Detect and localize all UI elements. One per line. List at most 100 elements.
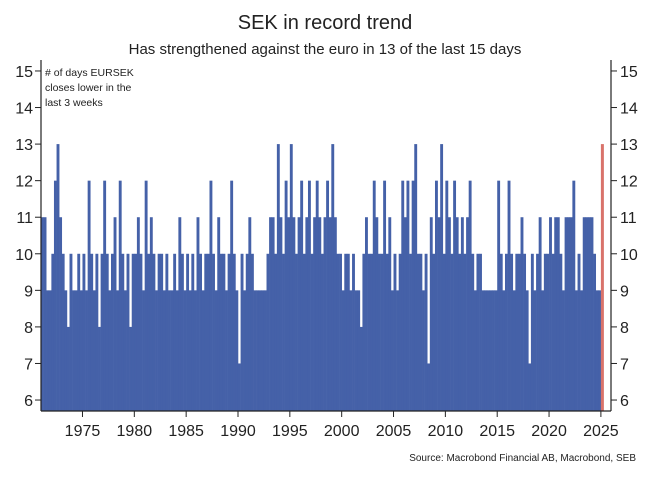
bar	[302, 253, 306, 411]
bar	[556, 217, 560, 411]
bar	[598, 290, 602, 411]
x-tick-label: 1985	[168, 423, 204, 440]
bar	[481, 290, 485, 411]
bar	[455, 217, 459, 411]
bar	[199, 253, 203, 411]
y-tick-label-left: 12	[15, 174, 33, 191]
bar	[320, 253, 324, 411]
bar	[196, 217, 200, 411]
bar	[53, 180, 57, 411]
bar	[225, 290, 228, 411]
y-tick-label-right: 10	[620, 247, 638, 264]
bar	[323, 217, 327, 411]
bar	[567, 217, 571, 411]
bar	[110, 253, 114, 411]
bar	[427, 363, 431, 411]
bar	[121, 253, 125, 411]
bar	[92, 290, 96, 411]
bar	[429, 217, 433, 411]
bar	[328, 217, 332, 411]
bar	[383, 180, 387, 411]
bar	[100, 253, 104, 411]
bar	[499, 253, 503, 411]
bar	[165, 253, 169, 411]
bar	[365, 217, 368, 411]
bar	[178, 217, 182, 411]
bar	[536, 253, 539, 411]
bar	[460, 217, 464, 411]
y-tick-label-left: 6	[24, 393, 33, 410]
y-tick-label-left: 13	[15, 137, 33, 154]
bar	[525, 290, 529, 411]
bar	[297, 217, 301, 411]
bar	[380, 253, 384, 411]
chart-subtitle: Has strengthened against the euro in 13 …	[129, 41, 522, 58]
bar	[61, 253, 65, 411]
x-tick-label: 2025	[583, 423, 619, 440]
bar	[440, 144, 444, 411]
bar	[569, 217, 573, 411]
bar	[168, 290, 171, 411]
bar	[533, 290, 537, 411]
bar	[134, 253, 138, 411]
bar	[416, 253, 420, 411]
bar	[352, 253, 355, 411]
bar	[313, 217, 317, 411]
bar	[46, 290, 50, 411]
bar	[422, 290, 425, 411]
bar	[201, 290, 205, 411]
bar	[463, 253, 467, 411]
bar	[344, 253, 348, 411]
bar	[458, 253, 462, 411]
bar	[219, 253, 223, 411]
x-tick-label: 2010	[428, 423, 464, 440]
bar	[354, 290, 358, 411]
bar	[473, 290, 477, 411]
bar	[160, 253, 164, 411]
bar	[577, 253, 581, 411]
bar	[64, 290, 68, 411]
bar	[432, 253, 436, 411]
bar	[442, 253, 446, 411]
bar	[424, 253, 428, 411]
bar	[292, 217, 296, 411]
bar	[349, 290, 353, 411]
bar	[574, 290, 578, 411]
bar	[551, 253, 555, 411]
bar	[466, 217, 469, 411]
bar	[370, 253, 374, 411]
bar	[266, 253, 270, 411]
bar	[393, 253, 397, 411]
bar	[362, 253, 366, 411]
bar	[414, 144, 418, 411]
bar	[489, 290, 493, 411]
bar	[398, 253, 402, 411]
source-note: Source: Macrobond Financial AB, Macrobon…	[409, 453, 636, 464]
bar	[258, 290, 262, 411]
bar	[326, 180, 330, 411]
annotation-line-3: last 3 weeks	[45, 97, 103, 109]
bar-latest	[600, 144, 604, 411]
bar	[230, 180, 234, 411]
bar	[419, 253, 423, 411]
bar	[528, 363, 532, 411]
bar	[74, 290, 78, 411]
y-tick-label-left: 15	[15, 64, 33, 81]
bar	[375, 217, 379, 411]
bar	[318, 217, 322, 411]
bar	[217, 217, 221, 411]
bar	[48, 290, 52, 411]
bar	[170, 290, 174, 411]
bar	[554, 217, 558, 411]
bar	[155, 290, 158, 411]
bar	[59, 217, 63, 411]
bar	[497, 180, 501, 411]
x-tick-label: 1975	[65, 423, 101, 440]
bar	[232, 253, 236, 411]
y-tick-label-left: 9	[24, 283, 33, 300]
bar	[590, 217, 594, 411]
bar	[191, 253, 195, 411]
bar	[123, 290, 127, 411]
bar	[79, 290, 83, 411]
